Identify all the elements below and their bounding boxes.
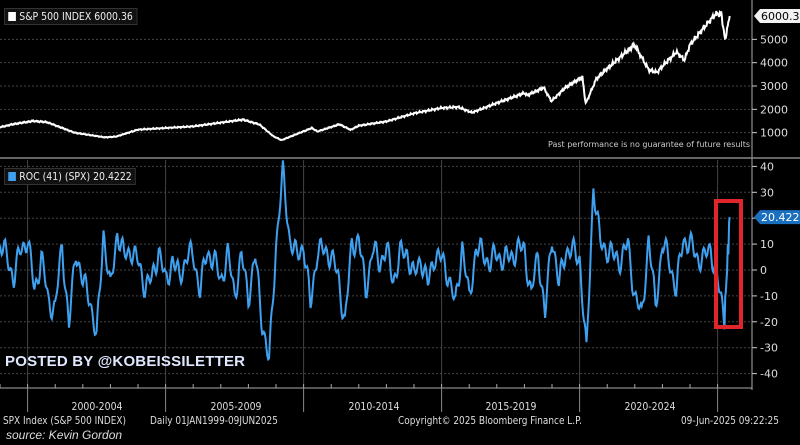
roc-last-value-tag	[754, 210, 800, 225]
watermark: POSTED BY @KOBEISSILETTER	[5, 353, 246, 370]
spx-legend: S&P 500 INDEX 6000.36	[4, 8, 138, 25]
y-tick-label: 3000	[760, 80, 788, 93]
y-tick-label: -40	[760, 368, 778, 381]
roc-legend-label: ROC (41) (SPX) 20.4222	[19, 170, 132, 183]
y-tick-label: 1000	[760, 127, 788, 140]
x-label: 2020-2024	[624, 400, 676, 413]
y-tick-label: 30	[760, 186, 774, 199]
y-tick-label: 2000	[760, 103, 788, 116]
roc-line	[0, 160, 731, 362]
y-tick-label: 40	[760, 160, 774, 173]
highlight-box	[714, 199, 743, 329]
y-tick-label: -20	[760, 316, 778, 329]
footer-copyright: Copyright© 2025 Bloomberg Finance L.P.	[398, 415, 582, 427]
spx-legend-swatch	[8, 12, 16, 21]
footer-range: Daily 01JAN1999-09JUN2025	[150, 415, 278, 427]
spx-last-value-tag	[754, 9, 800, 23]
y-tick-label: -30	[760, 342, 778, 355]
spx-legend-label: S&P 500 INDEX 6000.36	[19, 10, 133, 23]
x-label: 2005-2009	[210, 400, 262, 413]
roc-last-value-tag-text: 20.4222	[761, 211, 800, 224]
y-tick-label: 5000	[760, 33, 788, 46]
y-tick-label: 10	[760, 238, 774, 251]
x-label: 2000-2004	[71, 400, 123, 413]
y-tick-label: -10	[760, 290, 778, 303]
spx-last-value-tag-text: 6000.36	[761, 10, 800, 23]
footer-timestamp: 09-Jun-2025 09:22:25	[681, 415, 779, 427]
spx-line	[0, 9, 731, 142]
roc-legend-swatch	[8, 172, 16, 181]
roc-legend: ROC (41) (SPX) 20.4222	[4, 168, 136, 185]
source-note: source: Kevin Gordon	[6, 428, 123, 442]
y-tick-label: 4000	[760, 57, 788, 70]
x-label: 2010-2014	[348, 400, 400, 413]
x-label: 2015-2019	[485, 400, 537, 413]
disclaimer: Past performance is no guarantee of futu…	[548, 140, 750, 149]
y-tick-label: 0	[760, 264, 767, 277]
footer-ticker: SPX Index (S&P 500 INDEX)	[3, 415, 127, 427]
